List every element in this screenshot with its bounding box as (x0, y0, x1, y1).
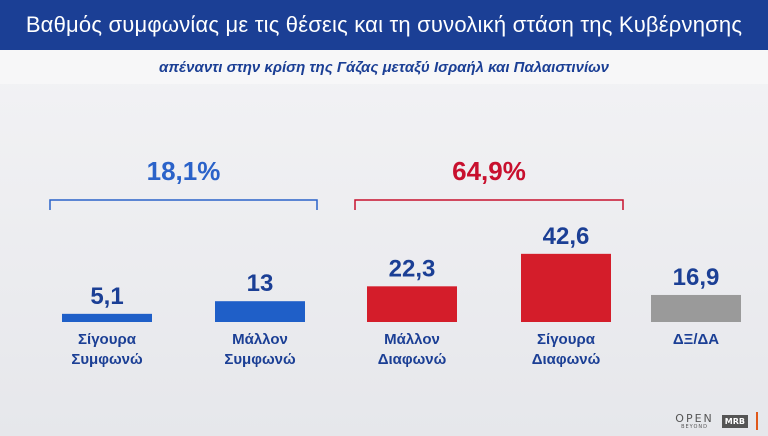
category-label-2-1: Διαφωνώ (378, 351, 447, 368)
open-logo-subtext: BEYOND (681, 423, 708, 430)
value-label-4: 16,9 (673, 264, 720, 291)
footer-logos: OPEN BEYOND MRB (675, 412, 758, 430)
subtitle-bar: απέναντι στην κρίση της Γάζας μεταξύ Ισρ… (0, 50, 768, 84)
value-label-0: 5,1 (90, 283, 123, 310)
category-label-1-1: Συμφωνώ (224, 351, 296, 368)
category-label-0-0: Σίγουρα (78, 331, 137, 348)
open-logo-text: OPEN (675, 411, 714, 425)
category-label-3-0: Σίγουρα (537, 331, 596, 348)
group-total-label-1: 64,9% (452, 156, 526, 186)
category-label-3-1: Διαφωνώ (532, 351, 601, 368)
bar-4 (651, 294, 741, 322)
category-label-2-0: Μάλλον (384, 331, 440, 348)
chart-title: Βαθμός συμφωνίας με τις θέσεις και τη συ… (25, 12, 743, 37)
bar-2 (367, 286, 457, 322)
value-label-1: 13 (247, 270, 274, 297)
value-label-3: 42,6 (543, 223, 590, 250)
group-total-label-0: 18,1% (147, 156, 221, 186)
group-bracket-0 (49, 199, 318, 210)
category-label-4-0: ΔΞ/ΔΑ (673, 331, 719, 348)
category-label-1-0: Μάλλον (232, 331, 288, 348)
chart-subtitle: απέναντι στην κρίση της Γάζας μεταξύ Ισρ… (159, 58, 609, 76)
bar-0 (62, 313, 152, 322)
bar-1 (215, 301, 305, 322)
title-bar: Βαθμός συμφωνίας με τις θέσεις και τη συ… (0, 0, 768, 50)
value-label-2: 22,3 (389, 255, 436, 282)
bar-3 (521, 253, 611, 322)
open-logo: OPEN BEYOND (675, 413, 713, 430)
bar-chart: 5,1 Σίγουρα Συμφωνώ 13 Μάλλον Συμφωνώ 22,3 Μάλλ… (49, 156, 741, 368)
group-bracket-1 (354, 199, 624, 210)
mrb-logo: MRB (721, 414, 748, 428)
logo-divider (756, 412, 758, 430)
category-label-0-1: Συμφωνώ (71, 351, 143, 368)
